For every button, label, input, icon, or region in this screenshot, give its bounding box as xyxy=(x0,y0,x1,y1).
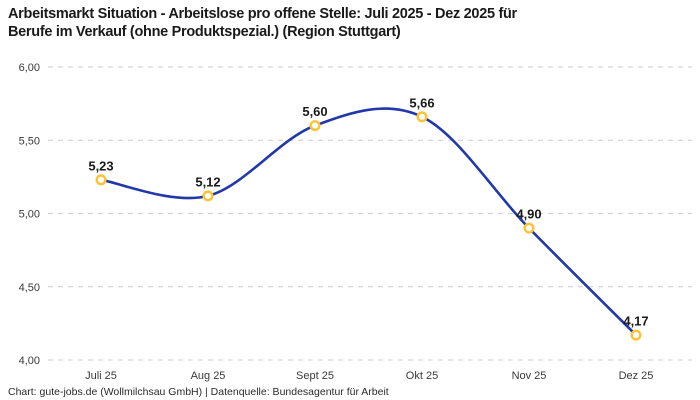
data-point-labels: 5,23 5,12 5,60 5,66 4,90 4,17 xyxy=(88,95,648,328)
chart-source-attribution: Chart: gute-jobs.de (Wollmilchsau GmbH) … xyxy=(8,386,389,398)
data-point-label: 5,66 xyxy=(409,95,434,110)
data-point-marker xyxy=(309,120,321,132)
data-point-marker xyxy=(95,174,107,186)
y-axis-tick-label: 5,50 xyxy=(19,135,40,147)
data-point-label: 5,60 xyxy=(302,104,327,119)
chart-title-line-2: Berufe im Verkauf (ohne Produktspezial.)… xyxy=(8,24,401,40)
gridlines xyxy=(48,66,692,361)
line-series-path xyxy=(99,107,638,337)
data-point-marker xyxy=(523,222,535,234)
y-axis-tick-labels: 4,00 4,50 5,00 5,50 6,00 xyxy=(19,62,40,367)
data-point-markers xyxy=(95,111,642,341)
data-point-marker xyxy=(416,111,428,123)
y-axis-tick-label: 4,00 xyxy=(19,355,40,367)
data-point-label: 4,90 xyxy=(516,207,541,222)
data-point-marker xyxy=(630,329,642,341)
chart-title: Arbeitsmarkt Situation - Arbeitslose pro… xyxy=(8,5,684,41)
chart-title-line-1: Arbeitsmarkt Situation - Arbeitslose pro… xyxy=(8,6,517,22)
x-axis-tick-label: Dez 25 xyxy=(619,370,654,382)
data-point-marker xyxy=(202,190,214,202)
data-point-label: 5,12 xyxy=(195,174,220,189)
x-axis-tick-label: Nov 25 xyxy=(512,370,547,382)
x-axis-tick-label: Juli 25 xyxy=(85,370,117,382)
x-axis-tick-label: Aug 25 xyxy=(191,370,226,382)
y-axis-tick-label: 6,00 xyxy=(19,62,40,74)
y-axis-tick-label: 5,00 xyxy=(19,209,40,221)
x-axis-tick-labels: Juli 25 Aug 25 Sept 25 Okt 25 Nov 25 Dez 25 xyxy=(85,370,653,382)
data-point-label: 5,23 xyxy=(88,158,113,173)
x-axis-tick-label: Sept 25 xyxy=(296,370,334,382)
x-axis-tick-label: Okt 25 xyxy=(406,370,438,382)
data-point-label: 4,17 xyxy=(623,314,648,329)
y-axis-tick-label: 4,50 xyxy=(19,282,40,294)
